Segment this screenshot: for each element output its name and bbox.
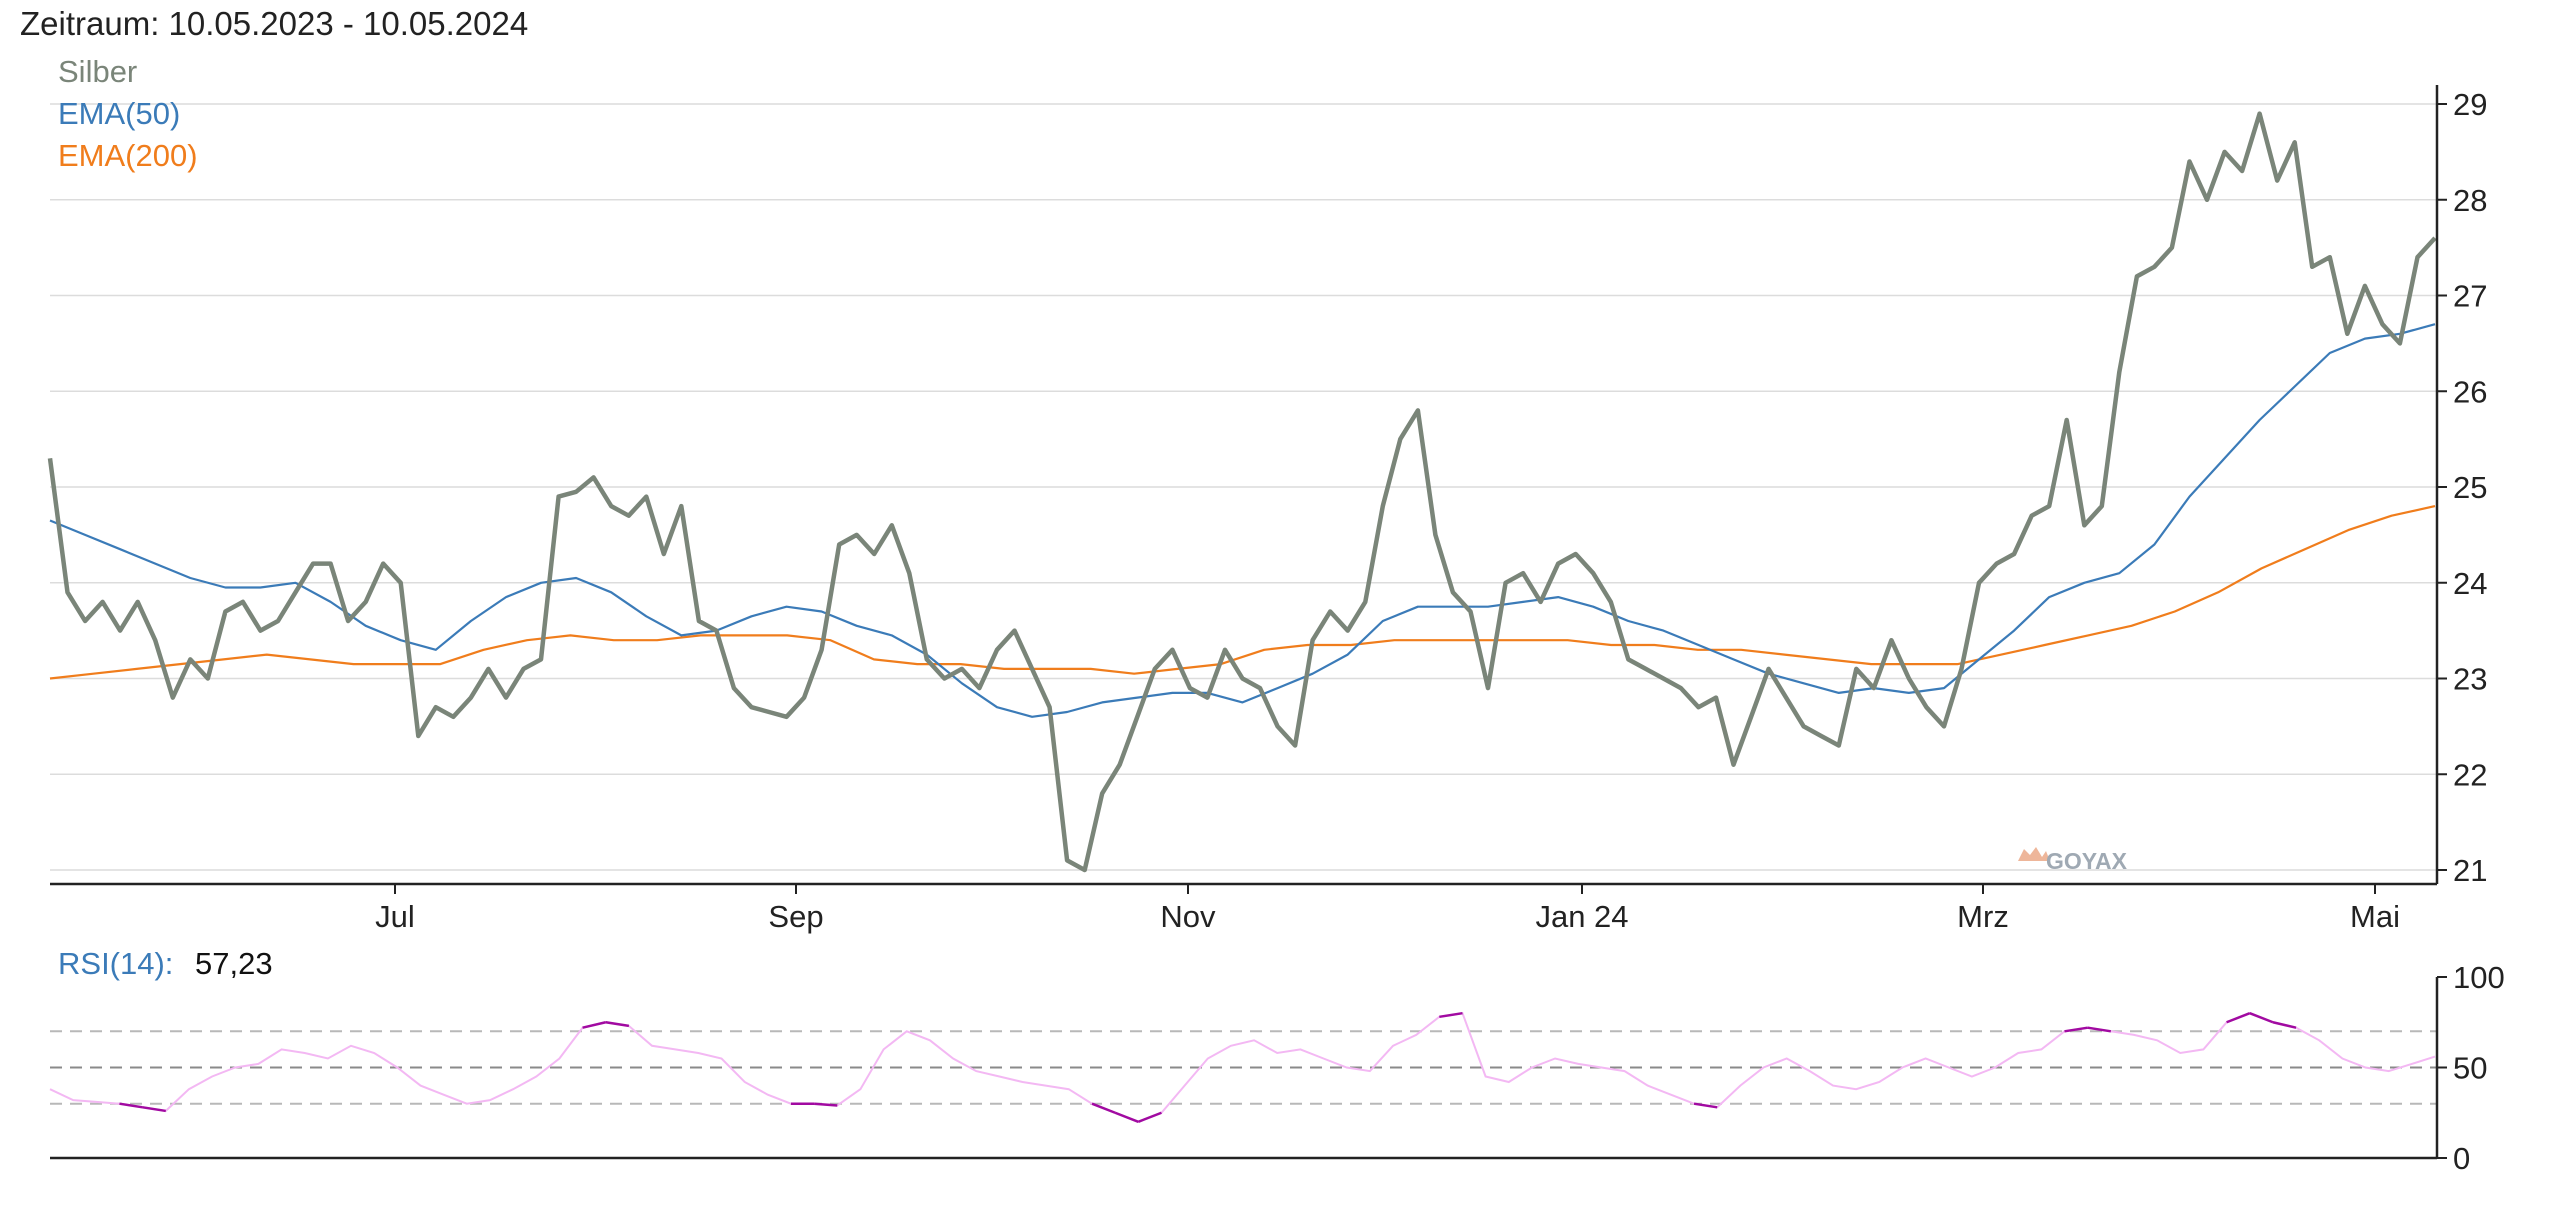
bull-icon	[2018, 847, 2050, 861]
rsi-line	[49, 1012, 2436, 1123]
rsi-extreme-segment	[2272, 1021, 2297, 1029]
x-tick-label: Mrz	[1957, 899, 2009, 934]
rsi-extreme-segment	[1693, 1102, 1718, 1109]
series-ema200-line	[49, 505, 2436, 680]
series-silber-line	[47, 111, 2437, 873]
y-tick-label: 28	[2453, 183, 2487, 218]
rsi-extreme-segment	[1439, 1011, 1463, 1019]
legend-ema50: EMA(50)	[58, 96, 180, 131]
y-tick-label: 29	[2453, 87, 2487, 122]
rsi-extreme-segment	[1114, 1111, 1139, 1123]
rsi-series-group	[49, 1011, 2436, 1123]
x-tick-label: Mai	[2350, 899, 2400, 934]
watermark-text: GOYAX	[2046, 848, 2128, 874]
y-tick-label: 23	[2453, 662, 2487, 697]
main-axes: 21 22 23 24 25 26 27 28 29 Jul Sep Nov Jan 24 Mrz Mai	[50, 85, 2487, 934]
rsi-extreme-segment	[2064, 1026, 2088, 1033]
rsi-extreme-segment	[119, 1102, 143, 1109]
rsi-extreme-segment	[1137, 1111, 1162, 1123]
rsi-extreme-segment	[582, 1021, 607, 1029]
rsi-extreme-segment	[2249, 1012, 2274, 1024]
y-tick-label: 24	[2453, 566, 2487, 601]
rsi-axes: 0 50 100	[50, 960, 2505, 1176]
rsi-y-tick-label: 50	[2453, 1051, 2487, 1086]
rsi-extreme-segment	[1091, 1102, 1116, 1114]
rsi-extreme-segment	[605, 1021, 630, 1028]
main-series-group	[47, 111, 2437, 873]
main-grid	[50, 103, 2437, 871]
range-label: Zeitraum: 10.05.2023 - 10.05.2024	[20, 5, 528, 42]
rsi-label: RSI(14):	[58, 946, 173, 981]
y-tick-label: 22	[2453, 757, 2487, 792]
series-ema50-line	[49, 323, 2436, 718]
y-tick-label: 21	[2453, 853, 2487, 888]
rsi-y-tick-label: 0	[2453, 1141, 2470, 1176]
y-tick-label: 26	[2453, 374, 2487, 409]
goyax-logo: GOYAX	[2018, 847, 2128, 874]
x-tick-label: Nov	[1160, 899, 1216, 934]
x-tick-label: Jul	[375, 899, 415, 934]
rsi-y-tick-label: 100	[2453, 960, 2505, 995]
legend-silber: Silber	[58, 54, 137, 89]
legend-ema200: EMA(200)	[58, 138, 198, 173]
rsi-grid	[50, 1030, 2437, 1105]
x-tick-label: Jan 24	[1535, 899, 1628, 934]
rsi-value: 57,23	[195, 946, 273, 981]
y-tick-label: 25	[2453, 470, 2487, 505]
y-tick-label: 27	[2453, 279, 2487, 314]
rsi-extreme-segment	[2226, 1012, 2251, 1024]
x-tick-label: Sep	[768, 899, 823, 934]
rsi-extreme-segment	[814, 1102, 838, 1107]
rsi-extreme-segment	[2087, 1026, 2112, 1033]
rsi-extreme-segment	[142, 1106, 166, 1113]
